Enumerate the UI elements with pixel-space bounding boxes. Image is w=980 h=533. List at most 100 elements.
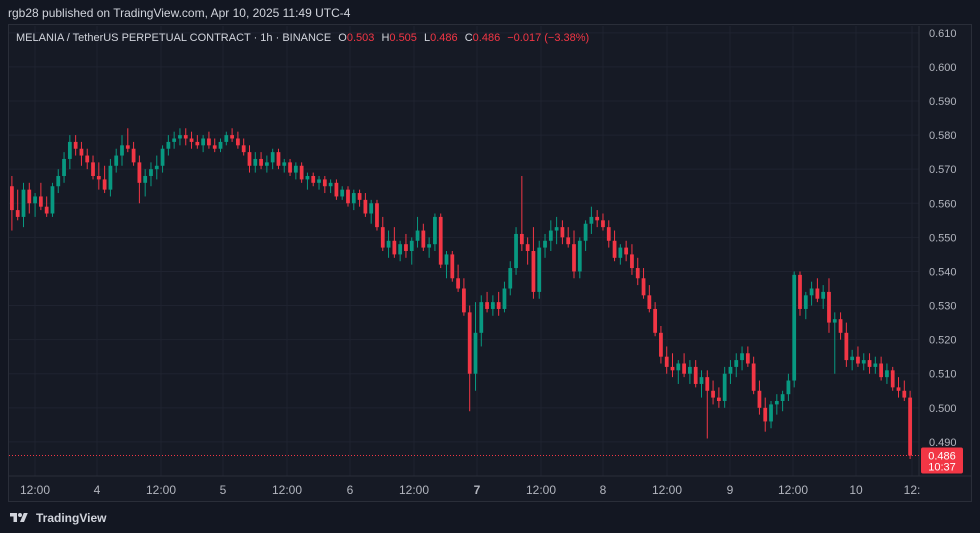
publish-bar: rgb28 published on TradingView.com, Apr …: [0, 0, 980, 24]
candle-body: [264, 162, 269, 166]
candle-body: [444, 254, 449, 265]
candle-body: [485, 302, 489, 309]
candle-body: [386, 240, 391, 248]
y-tick-label: 0.510: [929, 369, 957, 381]
candle-body: [693, 366, 698, 384]
candle-body: [722, 373, 727, 401]
candle-body: [415, 230, 420, 241]
candle-body: [421, 230, 426, 248]
tradingview-logo-icon: [10, 513, 28, 522]
candle-body: [33, 196, 37, 204]
candle-body: [769, 404, 773, 422]
candle-body: [369, 203, 374, 214]
candle-body: [427, 244, 432, 248]
candle-body: [79, 148, 84, 156]
candle-body: [537, 247, 542, 292]
close-value: 0.486: [472, 32, 501, 44]
candle-body: [502, 288, 507, 309]
candle-body: [490, 302, 495, 309]
candle-body: [676, 363, 681, 371]
candle-body: [247, 152, 252, 166]
candle-body: [27, 189, 32, 204]
candle-body: [189, 138, 194, 142]
change-value: −0.017 (−3.38%): [507, 32, 590, 44]
candle-body: [450, 254, 455, 279]
candle-body: [832, 319, 837, 323]
candle-body: [131, 148, 136, 163]
candle-body: [282, 162, 287, 166]
candle-body: [745, 353, 750, 364]
candle-body: [554, 227, 559, 231]
candle-body: [85, 155, 90, 163]
candle-body: [15, 210, 20, 217]
candle-body: [438, 216, 443, 265]
candle-body: [514, 233, 518, 269]
candle-body: [612, 240, 617, 258]
y-tick-label: 0.530: [929, 301, 957, 313]
low-value: 0.486: [430, 32, 458, 44]
candle-body: [728, 366, 733, 374]
candle-body: [218, 141, 223, 149]
candle-body: [630, 254, 634, 269]
candle-body: [56, 176, 61, 187]
x-tick-label: 12:00: [778, 483, 808, 497]
candle-body: [236, 138, 240, 146]
candle-body: [67, 141, 72, 159]
candle-body: [183, 135, 188, 139]
candle-body: [108, 165, 113, 190]
candle-body: [508, 268, 513, 289]
candle-body: [827, 291, 831, 323]
candle-body: [346, 189, 350, 204]
footer-brand[interactable]: TradingView: [8, 508, 106, 528]
chart-panel[interactable]: [8, 24, 972, 502]
candle-body: [456, 278, 460, 289]
candle-body: [572, 244, 576, 272]
candle-body: [606, 227, 611, 241]
y-tick-label: 0.600: [929, 62, 957, 74]
candle-body: [653, 308, 658, 333]
candle-body: [398, 244, 403, 255]
candle-body: [577, 240, 582, 272]
candle-body: [890, 370, 895, 388]
symbol-title[interactable]: MELANIA / TetherUS PERPETUAL CONTRACT · …: [16, 32, 332, 44]
x-tick-label: 12:00: [399, 483, 429, 497]
candle-body: [305, 176, 310, 180]
x-tick-label: 9: [727, 483, 734, 497]
candle-body: [357, 193, 362, 200]
y-tick-label: 0.570: [929, 164, 957, 176]
candle-body: [856, 356, 860, 364]
candle-body: [62, 158, 66, 176]
candle-body: [120, 145, 124, 156]
last-price-value: 0.486: [928, 451, 956, 463]
y-tick-label: 0.520: [929, 335, 957, 347]
candle-body: [44, 206, 49, 214]
candle-body: [641, 278, 646, 296]
candle-body: [137, 162, 142, 183]
candle-body: [91, 162, 95, 176]
candle-body: [288, 162, 292, 173]
candle-body: [328, 182, 333, 187]
x-tick-label: 7: [474, 483, 481, 497]
candle-body: [798, 274, 802, 309]
candle-body: [647, 295, 652, 309]
candle-body: [467, 312, 472, 374]
y-tick-label: 0.500: [929, 403, 957, 415]
y-tick-label: 0.610: [929, 28, 957, 40]
x-tick-label: 12:: [904, 483, 921, 497]
candle-body: [195, 141, 200, 146]
candle-body: [583, 223, 588, 241]
x-tick-label: 4: [94, 483, 101, 497]
candle-body: [10, 186, 14, 211]
candle-body: [259, 158, 263, 166]
candle-body: [734, 360, 739, 367]
candle-body: [711, 390, 715, 398]
candle-body: [21, 189, 26, 217]
candle-body: [270, 152, 275, 163]
candle-body: [172, 138, 177, 142]
candle-body: [322, 179, 327, 187]
candle-body: [618, 247, 623, 258]
candle-body: [351, 193, 356, 204]
candle-body: [340, 189, 345, 197]
candle-body: [496, 302, 501, 309]
